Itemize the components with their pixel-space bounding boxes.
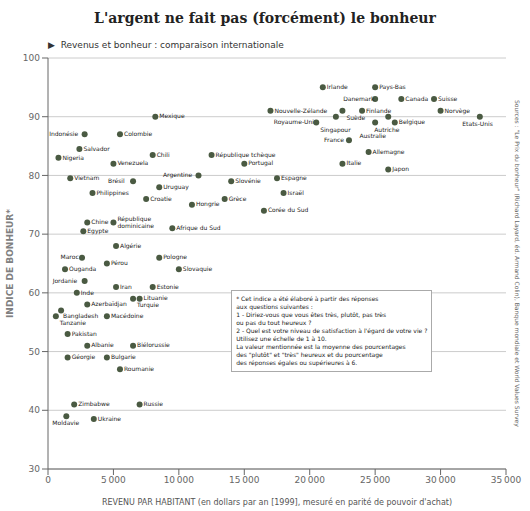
svg-text:Portugal: Portugal <box>248 159 273 167</box>
svg-text:Chili: Chili <box>157 151 170 158</box>
svg-text:Pérou: Pérou <box>111 259 128 266</box>
svg-text:Finlande: Finlande <box>366 107 391 114</box>
svg-text:Italie: Italie <box>346 159 361 166</box>
html-text:L'argent ne fait pas (forcémen: L'argent ne fait pas (forcément) le bonh… <box>94 10 436 26</box>
svg-text:Colombie: Colombie <box>124 130 153 137</box>
svg-text:Biélorussie: Biélorussie <box>137 341 170 348</box>
svg-text:REVENU PAR HABITANT (en dollar: REVENU PAR HABITANT (en dollars par an [… <box>102 497 452 507</box>
svg-text:Belgique: Belgique <box>399 118 426 126</box>
svg-text:Vietnam: Vietnam <box>74 174 99 181</box>
svg-text:République: République <box>117 214 152 222</box>
svg-text:Norvège: Norvège <box>445 107 471 115</box>
svg-text:Grèce: Grèce <box>229 195 247 202</box>
svg-text:Etats-Unis: Etats-Unis <box>462 120 492 127</box>
svg-text:15 000: 15 000 <box>229 475 260 485</box>
svg-text:30 000: 30 000 <box>425 475 456 485</box>
svg-text:Pologne: Pologne <box>163 253 187 261</box>
svg-text:Pakistan: Pakistan <box>72 330 97 337</box>
svg-text:Estonie: Estonie <box>157 283 179 290</box>
svg-text:Ukraine: Ukraine <box>98 415 121 422</box>
svg-text:Suisse: Suisse <box>438 95 458 102</box>
svg-text:Chine: Chine <box>91 218 108 225</box>
html-text:* Cet indice a été élaboré à p: * Cet indice a été élaboré à partir des … <box>236 295 428 367</box>
svg-text:Salvador: Salvador <box>83 145 110 152</box>
svg-text:Géorgie: Géorgie <box>72 353 96 361</box>
svg-text:50: 50 <box>29 347 41 357</box>
svg-text:Macédoine: Macédoine <box>111 312 144 319</box>
svg-text:Lituanie: Lituanie <box>144 294 168 301</box>
svg-text:République tchèque: République tchèque <box>216 151 276 159</box>
svg-text:Afrique du Sud: Afrique du Sud <box>176 224 220 232</box>
svg-text:Ouganda: Ouganda <box>69 265 97 273</box>
svg-text:Nouvelle-Zélande: Nouvelle-Zélande <box>274 107 327 114</box>
svg-text:Danemark: Danemark <box>343 95 375 102</box>
svg-text:10 000: 10 000 <box>164 475 195 485</box>
svg-text:100: 100 <box>23 53 40 63</box>
svg-text:Bangladesh: Bangladesh <box>63 311 99 319</box>
svg-text:70: 70 <box>29 229 41 239</box>
svg-text:Russie: Russie <box>144 400 164 407</box>
svg-text:Croatie: Croatie <box>150 195 172 202</box>
svg-text:Indonésie: Indonésie <box>49 130 78 137</box>
svg-text:dominicaine: dominicaine <box>117 222 154 229</box>
svg-text:80: 80 <box>29 171 41 181</box>
svg-text:Turquie: Turquie <box>136 301 159 309</box>
svg-text:Israël: Israël <box>288 189 305 196</box>
svg-text:Venezuela: Venezuela <box>117 159 148 166</box>
html-text:Sources : "Le Prix du bonheur": Sources : "Le Prix du bonheur" (Richard … <box>514 100 521 427</box>
svg-text:Espagne: Espagne <box>281 174 307 182</box>
svg-text:Bulgarie: Bulgarie <box>111 353 136 361</box>
svg-text:Albanie: Albanie <box>91 341 114 348</box>
svg-text:Hongrie: Hongrie <box>196 200 220 208</box>
svg-text:INDICE DE BONHEUR*: INDICE DE BONHEUR* <box>8 209 15 318</box>
svg-text:Irlande: Irlande <box>327 83 348 90</box>
svg-text:Autriche: Autriche <box>374 125 400 133</box>
svg-text:Pays-Bas: Pays-Bas <box>379 83 406 91</box>
svg-text:Singapour: Singapour <box>320 126 351 134</box>
svg-text:Azerbaïdjan: Azerbaïdjan <box>91 300 127 308</box>
svg-text:Tanzanie: Tanzanie <box>59 319 86 326</box>
svg-text:Zimbabwe: Zimbabwe <box>78 400 110 407</box>
svg-text:Philippines: Philippines <box>96 189 128 197</box>
svg-text:Brésil: Brésil <box>108 177 125 184</box>
svg-text:Uruguay: Uruguay <box>163 183 189 191</box>
svg-text:0: 0 <box>45 475 51 485</box>
svg-text:Australie: Australie <box>359 132 386 139</box>
svg-text:Allemagne: Allemagne <box>373 148 405 156</box>
svg-text:Algérie: Algérie <box>120 242 141 250</box>
svg-text:60: 60 <box>29 288 41 298</box>
svg-text:Nigeria: Nigeria <box>62 154 84 162</box>
svg-text:Suède: Suède <box>346 114 365 121</box>
svg-text:Royaume-Uni: Royaume-Uni <box>274 118 314 126</box>
svg-text:90: 90 <box>29 112 41 122</box>
svg-text:35 000: 35 000 <box>491 475 522 485</box>
svg-text:Jordanie: Jordanie <box>52 277 78 285</box>
svg-text:Corée du Sud: Corée du Sud <box>268 206 309 213</box>
svg-text:Moldavie: Moldavie <box>52 419 79 426</box>
svg-text:Iran: Iran <box>120 283 132 290</box>
svg-text:20 000: 20 000 <box>294 475 325 485</box>
svg-text:Roumanie: Roumanie <box>124 365 154 372</box>
svg-text:Slovénie: Slovénie <box>235 177 261 184</box>
svg-text:Slovaquie: Slovaquie <box>183 265 213 273</box>
svg-text:Inde: Inde <box>81 289 94 296</box>
html-text:▶ Revenus et bonheur : compara: ▶ Revenus et bonheur : comparaison inter… <box>48 40 284 50</box>
svg-text:Maroc: Maroc <box>61 253 79 260</box>
svg-text:Japon: Japon <box>391 165 409 173</box>
svg-text:Egypte: Egypte <box>87 227 108 235</box>
svg-text:Argentine: Argentine <box>163 171 193 179</box>
svg-text:5 000: 5 000 <box>101 475 126 485</box>
svg-text:Canada: Canada <box>405 95 428 102</box>
svg-text:France: France <box>324 136 344 143</box>
svg-text:25 000: 25 000 <box>360 475 391 485</box>
svg-text:Mexique: Mexique <box>159 112 185 120</box>
svg-text:40: 40 <box>29 405 41 415</box>
svg-text:30: 30 <box>29 464 41 474</box>
